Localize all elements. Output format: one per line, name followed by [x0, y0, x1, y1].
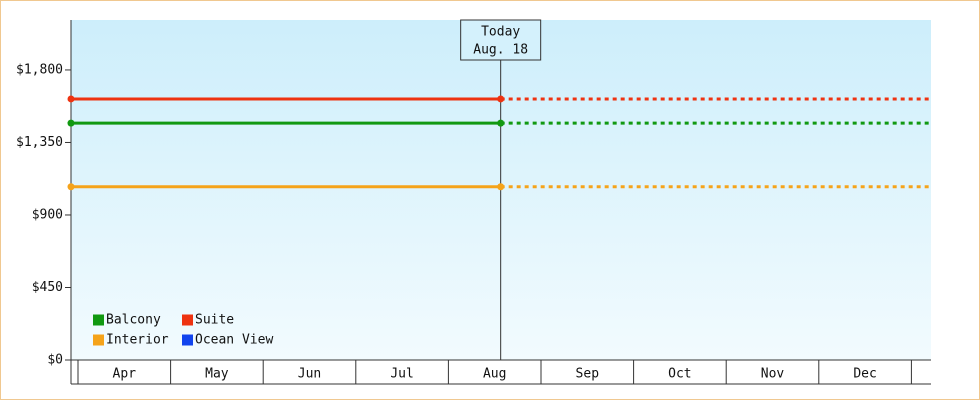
legend-label: Suite [195, 313, 234, 328]
point [67, 95, 75, 103]
y-tick-label: $450 [32, 280, 63, 295]
legend-swatch [182, 314, 193, 326]
x-tick-label: Sep [576, 367, 600, 382]
legend-label: Balcony [106, 313, 161, 328]
y-tick-label: $1,350 [16, 135, 63, 150]
legend-swatch [182, 334, 193, 346]
x-tick-label: Apr [113, 367, 137, 382]
y-tick-label: $0 [47, 353, 63, 368]
x-tick-label: Jul [390, 367, 413, 382]
x-tick-label: Jun [298, 367, 321, 382]
x-tick-label: Aug [483, 367, 506, 382]
point [497, 95, 505, 103]
legend-swatch [93, 314, 104, 326]
x-tick-label: Nov [761, 367, 785, 382]
today-title: Today [481, 25, 520, 40]
point [497, 119, 505, 127]
point [497, 183, 505, 191]
y-tick-label: $900 [32, 207, 63, 222]
legend-label: Ocean View [195, 333, 273, 348]
today-box [460, 19, 542, 61]
legend-label: Interior [106, 333, 169, 348]
legend-swatch [93, 334, 104, 346]
today-date: Aug. 18 [473, 43, 528, 58]
x-tick-label: Dec [853, 367, 876, 382]
x-tick-label: May [205, 367, 229, 382]
point [67, 183, 75, 191]
x-tick-label: Oct [668, 367, 691, 382]
point [67, 119, 75, 127]
y-tick-label: $1,800 [16, 62, 63, 77]
